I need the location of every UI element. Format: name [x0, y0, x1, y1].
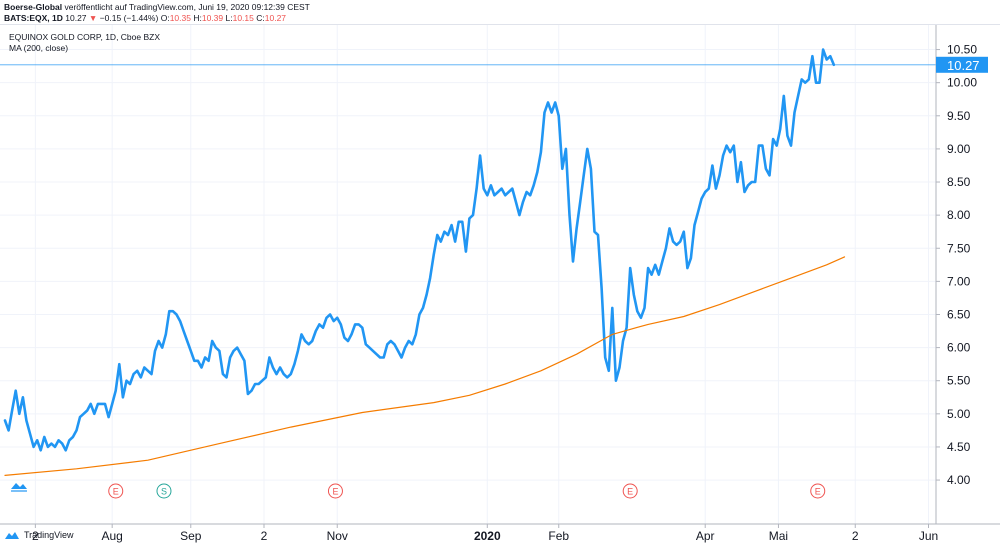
- marker-label: E: [815, 487, 821, 497]
- series-group: [0, 48, 936, 476]
- marker-label: S: [161, 487, 167, 497]
- y-tick-label: 9.00: [947, 142, 971, 156]
- price-change: −0.15 (−1.44%): [99, 13, 159, 23]
- earnings-marker: [622, 483, 638, 499]
- earnings-marker: [327, 483, 343, 499]
- publish-info: veröffentlicht auf TradingView.com, Juni…: [64, 2, 310, 12]
- tradingview-logo-icon: [5, 532, 19, 539]
- x-tick-label: 2020: [474, 529, 501, 543]
- price-axis[interactable]: 4.00 4.50 5.00 5.50 6.00 6.50 7.00 7.50 8.00 8.50…: [936, 43, 988, 488]
- chart-logo-icon: [11, 483, 27, 492]
- symbol-label: BATS:EQX, 1D: [4, 13, 63, 23]
- plot-area[interactable]: [0, 24, 936, 524]
- marker-label: E: [332, 487, 338, 497]
- high-value: 10.39: [201, 13, 224, 23]
- close-label: C:: [256, 13, 265, 23]
- close-value: 10.27: [264, 13, 287, 23]
- high-label: H:: [193, 13, 202, 23]
- footer-brand: TradingView: [24, 530, 74, 540]
- down-arrow-icon: ▼: [88, 13, 98, 23]
- publish-line: Boerse-Global veröffentlicht auf Trading…: [4, 2, 310, 13]
- y-tick-label: 10.00: [947, 76, 977, 90]
- y-tick-label: 4.00: [947, 473, 971, 487]
- y-tick-label: 5.00: [947, 407, 971, 421]
- chart-legend: EQUINOX GOLD CORP, 1D, Cboe BZX MA (200,…: [9, 32, 160, 54]
- y-tick-label: 5.50: [947, 374, 971, 388]
- x-tick-label: Jun: [919, 529, 938, 543]
- x-tick-label: 2: [852, 529, 859, 543]
- chart-header: Boerse-Global veröffentlicht auf Trading…: [4, 2, 310, 24]
- y-tick-label: 6.50: [947, 307, 971, 321]
- y-tick-label: 7.00: [947, 274, 971, 288]
- x-tick-label: 2: [32, 529, 39, 543]
- x-tick-label: Feb: [548, 529, 569, 543]
- time-axis[interactable]: 2 Aug Sep 2 Nov 2020 Feb Apr Mai 2 Jun: [32, 524, 938, 543]
- x-tick-label: Apr: [696, 529, 715, 543]
- last-price-tag-label: 10.27: [947, 58, 980, 73]
- last-price: 10.27: [65, 13, 87, 23]
- x-tick-label: Mai: [769, 529, 788, 543]
- y-tick-label: 7.50: [947, 241, 971, 255]
- x-tick-label: Nov: [327, 529, 348, 543]
- split-marker: [156, 483, 172, 499]
- legend-indicator: MA (200, close): [9, 43, 69, 53]
- mountain-icon: [11, 483, 27, 489]
- x-tick-label: Aug: [101, 529, 122, 543]
- low-label: L:: [225, 13, 233, 23]
- open-value: 10.35: [169, 13, 191, 23]
- legend-title: EQUINOX GOLD CORP, 1D, Cboe BZX: [9, 32, 160, 42]
- y-tick-label: 10.50: [947, 43, 977, 57]
- footer: TradingView: [4, 530, 74, 540]
- ohlc-line: BATS:EQX, 1D 10.27 ▼ −0.15 (−1.44%) O:10…: [4, 13, 310, 24]
- earnings-marker: [810, 483, 826, 499]
- y-tick-label: 8.00: [947, 208, 971, 222]
- publisher-name: Boerse-Global: [4, 2, 63, 12]
- grid: [0, 24, 936, 524]
- marker-label: E: [627, 487, 633, 497]
- y-tick-label: 4.50: [947, 440, 971, 454]
- low-value: 10.15: [232, 13, 254, 23]
- open-label: O:: [160, 13, 170, 23]
- last-price-tag: [936, 56, 988, 73]
- y-tick-label: 8.50: [947, 175, 971, 189]
- ma-series-line: [4, 256, 846, 476]
- y-tick-label: 6.00: [947, 341, 971, 355]
- marker-label: E: [113, 487, 119, 497]
- earnings-marker: [108, 483, 124, 499]
- price-series-line: [3, 48, 836, 452]
- y-tick-label: 9.50: [947, 109, 971, 123]
- x-tick-label: 2: [261, 529, 268, 543]
- x-tick-label: Sep: [180, 529, 202, 543]
